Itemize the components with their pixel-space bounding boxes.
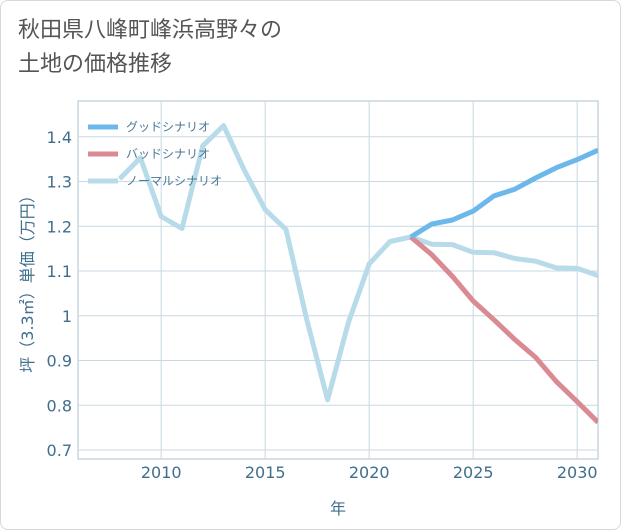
x-axis: 2010 2015 2020 2025 2030 — [141, 463, 598, 482]
legend-label-0: グッドシナリオ — [126, 120, 210, 134]
x-tick-label: 2015 — [245, 463, 286, 482]
y-tick-label: 0.8 — [47, 396, 72, 415]
x-axis-title: 年 — [330, 499, 346, 518]
y-tick-label: 1.1 — [47, 262, 72, 281]
y-tick-label: 1.2 — [47, 217, 72, 236]
series-line-2 — [117, 123, 598, 403]
y-tick-label: 0.7 — [47, 441, 72, 460]
x-tick-label: 2030 — [557, 463, 598, 482]
series-layer — [117, 123, 598, 425]
chart-title-line-2: 土地の価格推移 — [18, 52, 173, 77]
y-tick-label: 0.9 — [47, 352, 72, 371]
y-axis-title: 坪（3.3㎡）単価（万円） — [18, 187, 37, 372]
y-axis: 0.7 0.8 0.9 1 1.1 1.2 1.3 1.4 — [47, 128, 72, 460]
plot-area — [77, 100, 599, 460]
legend-label-1: バッドシナリオ — [126, 147, 210, 161]
x-tick-label: 2020 — [349, 463, 390, 482]
x-tick-label: 2025 — [453, 463, 494, 482]
series-line-1 — [409, 235, 598, 425]
y-tick-label: 1.4 — [47, 128, 72, 147]
grid-lines — [78, 101, 598, 459]
y-tick-label: 1 — [62, 307, 72, 326]
series-line-0 — [409, 147, 598, 240]
legend-label-2: ノーマルシナリオ — [126, 174, 222, 188]
chart-title-line-1: 秋田県八峰町峰浜高野々の — [18, 18, 283, 43]
y-tick-label: 1.3 — [47, 173, 72, 192]
chart-title: 秋田県八峰町峰浜高野々の 土地の価格推移 — [18, 14, 282, 82]
x-tick-label: 2010 — [141, 463, 182, 482]
